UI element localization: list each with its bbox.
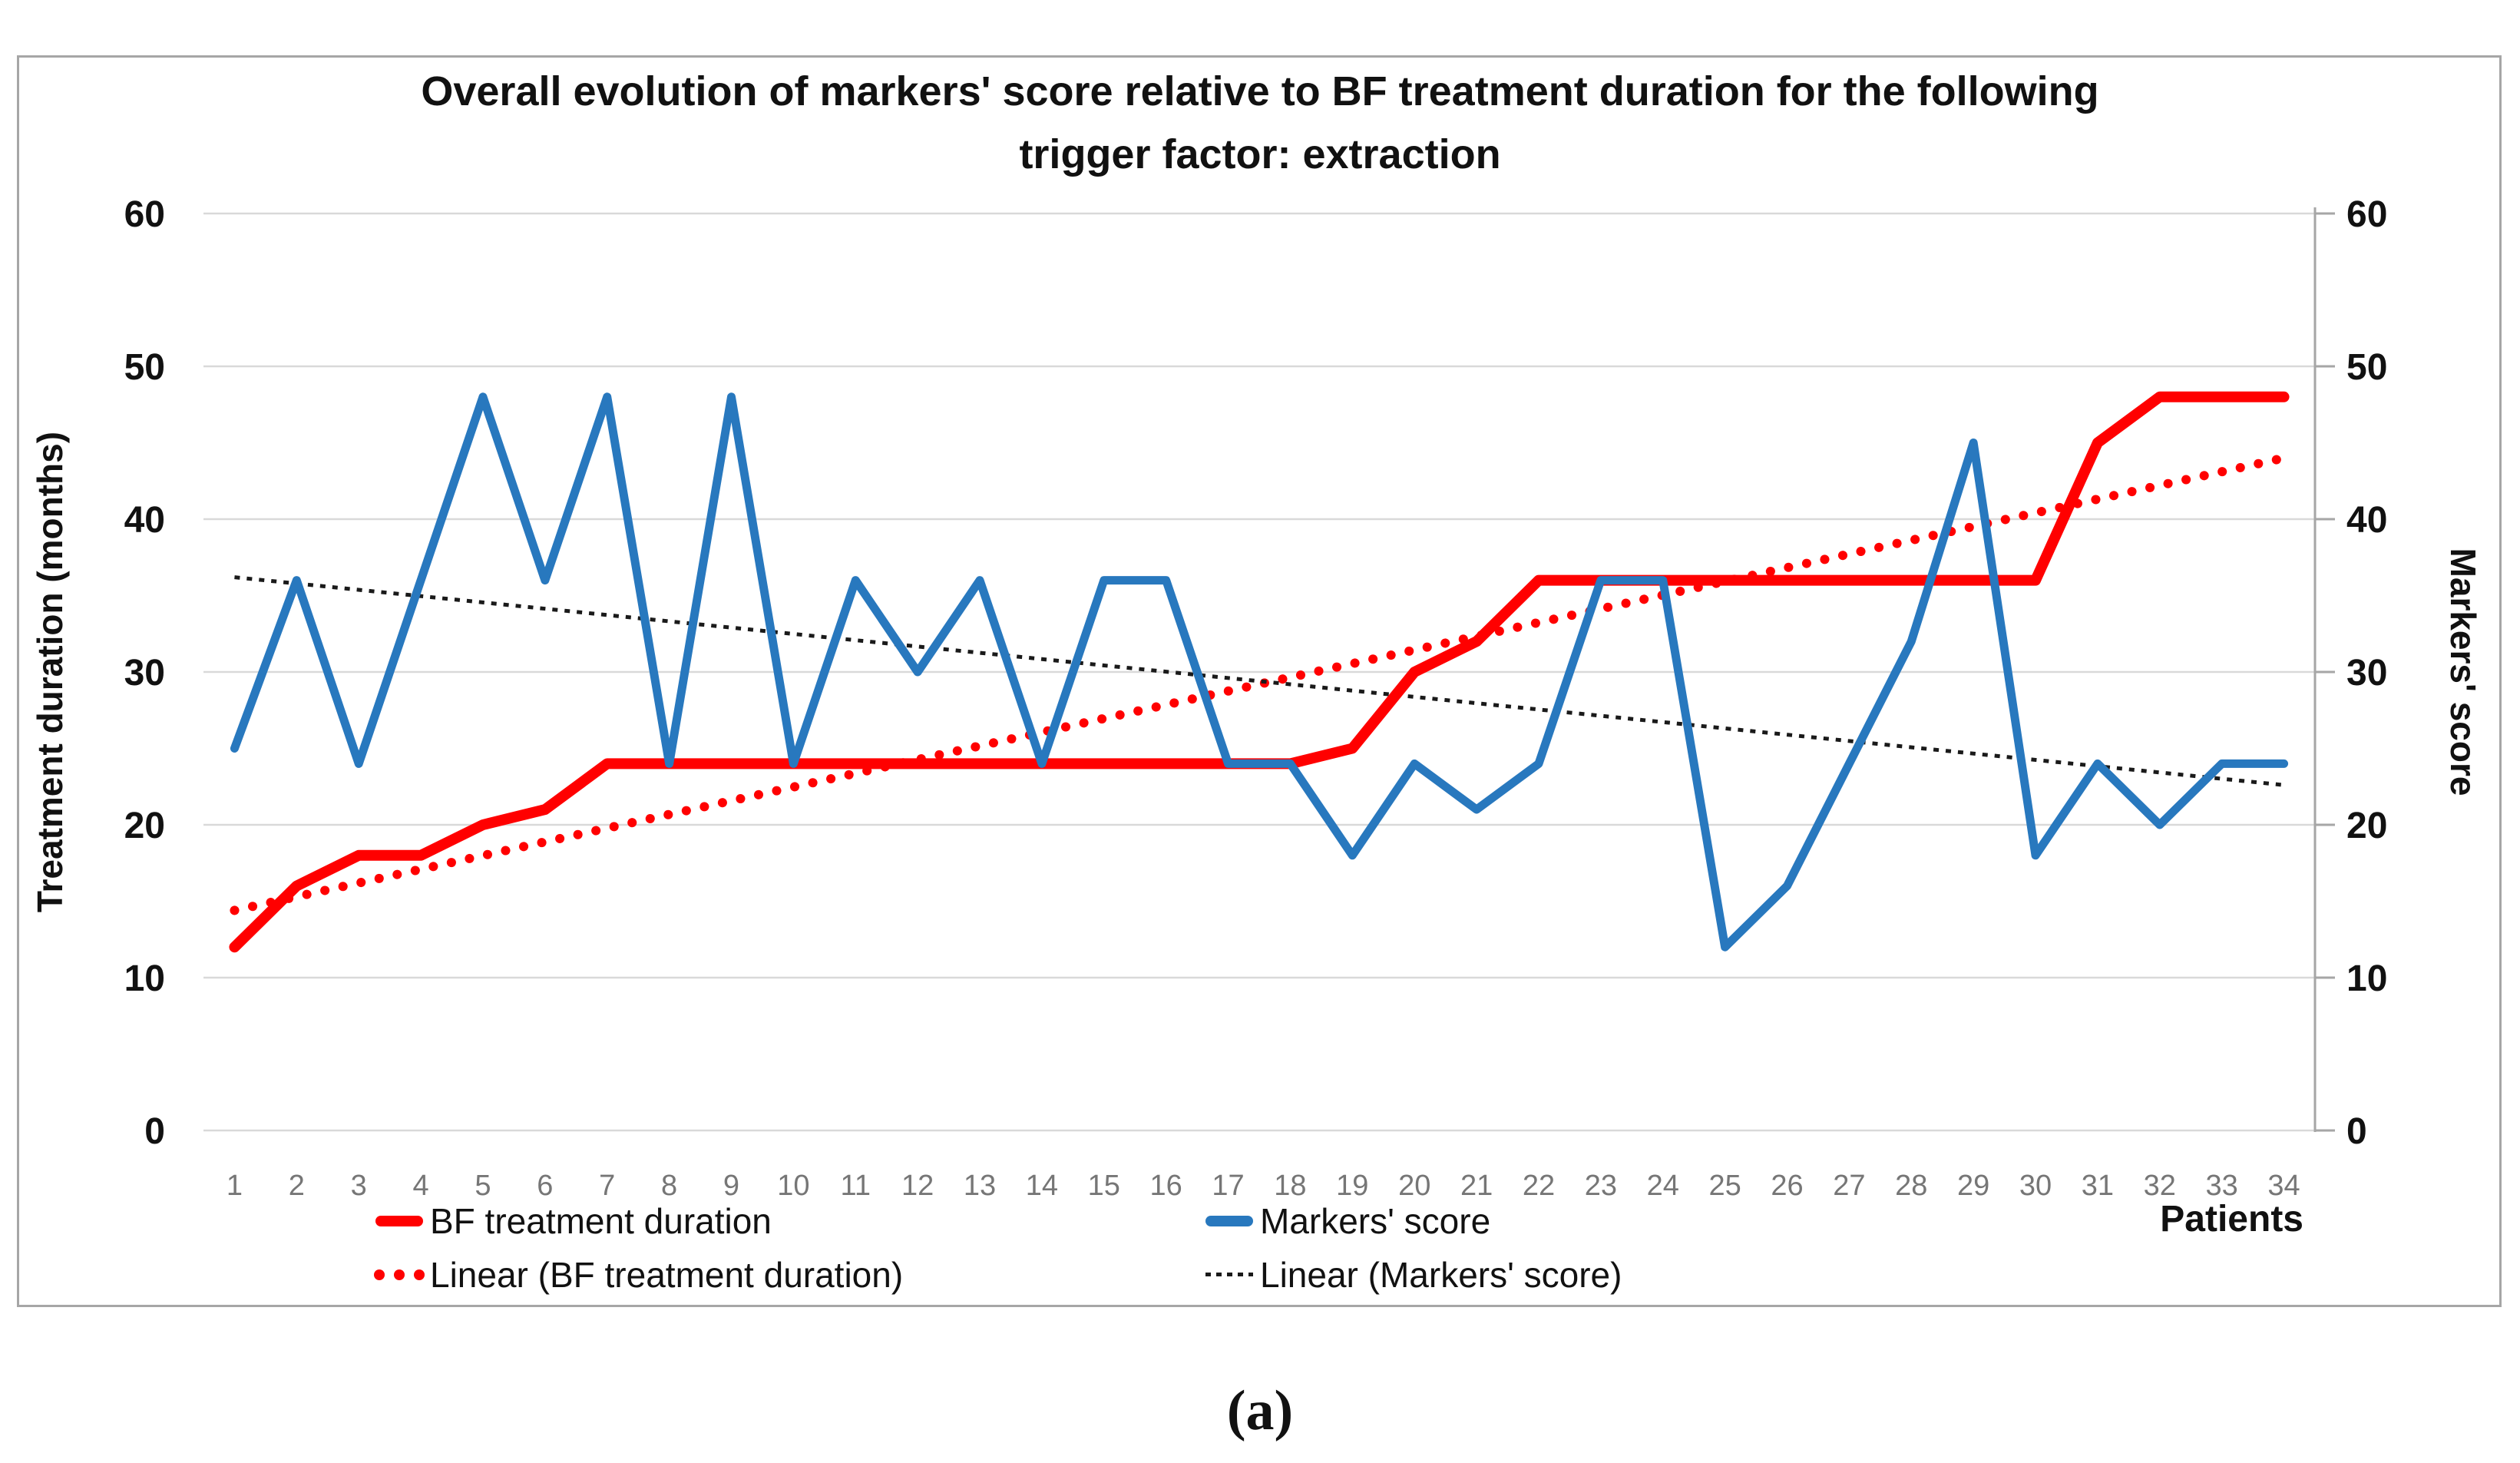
right-y-tick-label-20: 20 [2346, 806, 2387, 846]
x-tick-label-31: 31 [2082, 1170, 2114, 1202]
legend-label-bf-treatment: BF treatment duration [430, 1201, 772, 1241]
x-tick-label-33: 33 [2206, 1170, 2238, 1202]
trendline-markers [234, 575, 2284, 787]
x-tick-label-8: 8 [661, 1170, 677, 1202]
x-tick-label-1: 1 [227, 1170, 243, 1202]
right-y-tick-label-30: 30 [2346, 653, 2387, 693]
x-tick-label-32: 32 [2144, 1170, 2176, 1202]
series-line-markers-score [230, 392, 2289, 952]
x-tick-label-9: 9 [723, 1170, 739, 1202]
x-tick-label-17: 17 [1212, 1170, 1244, 1202]
left-y-tick-label-10: 10 [124, 958, 165, 999]
x-tick-label-11: 11 [841, 1170, 871, 1202]
left-y-tick-label-0: 0 [144, 1111, 165, 1152]
left-y-tick-label-40: 40 [124, 500, 165, 541]
chart-title-line-1: Overall evolution of markers' score rela… [421, 68, 2099, 114]
x-tick-label-7: 7 [599, 1170, 615, 1202]
x-tick-label-18: 18 [1274, 1170, 1306, 1202]
x-tick-label-23: 23 [1585, 1170, 1617, 1202]
right-y-tick-label-50: 50 [2346, 347, 2387, 388]
x-tick-label-6: 6 [537, 1170, 553, 1202]
x-tick-label-20: 20 [1398, 1170, 1430, 1202]
right-y-tick-label-40: 40 [2346, 500, 2387, 541]
right-axis-title: Markers' score [2443, 548, 2483, 796]
x-tick-label-13: 13 [964, 1170, 996, 1202]
left-axis-title: Treatment duration (months) [30, 431, 70, 913]
legend-label-markers-score: Markers' score [1260, 1201, 1491, 1241]
x-tick-label-12: 12 [901, 1170, 934, 1202]
legend-label-linear-markers: Linear (Markers' score) [1260, 1255, 1622, 1295]
chart-title-line-2: trigger factor: extraction [1019, 131, 1501, 177]
right-y-tick-label-0: 0 [2346, 1111, 2367, 1152]
legend-swatch-markers-score [1205, 1216, 1253, 1226]
left-y-tick-label-60: 60 [124, 194, 165, 235]
x-tick-label-24: 24 [1647, 1170, 1679, 1202]
legend-swatch-linear-bf [374, 1269, 425, 1280]
right-y-tick-label-10: 10 [2346, 958, 2387, 999]
x-tick-label-19: 19 [1336, 1170, 1368, 1202]
x-tick-label-22: 22 [1523, 1170, 1555, 1202]
left-y-tick-label-20: 20 [124, 806, 165, 846]
chart-frame [17, 55, 2502, 1307]
x-tick-label-29: 29 [1957, 1170, 1989, 1202]
x-tick-label-4: 4 [413, 1170, 429, 1202]
x-tick-label-26: 26 [1771, 1170, 1803, 1202]
left-y-tick-label-30: 30 [124, 653, 165, 693]
legend-label-linear-bf: Linear (BF treatment duration) [430, 1255, 904, 1295]
right-y-tick-label-60: 60 [2346, 194, 2387, 235]
x-tick-label-14: 14 [1026, 1170, 1058, 1202]
x-tick-label-25: 25 [1708, 1170, 1741, 1202]
x-tick-label-28: 28 [1895, 1170, 1927, 1202]
x-axis-title: Patients [2160, 1199, 2303, 1240]
x-tick-label-16: 16 [1150, 1170, 1182, 1202]
x-tick-label-2: 2 [289, 1170, 305, 1202]
legend-swatch-linear-markers [1205, 1273, 1253, 1276]
legend-swatch-bf-treatment [375, 1216, 423, 1226]
x-tick-label-34: 34 [2267, 1170, 2300, 1202]
left-y-tick-label-50: 50 [124, 347, 165, 388]
x-tick-label-21: 21 [1460, 1170, 1493, 1202]
x-tick-label-15: 15 [1088, 1170, 1120, 1202]
x-tick-label-3: 3 [351, 1170, 367, 1202]
x-tick-label-30: 30 [2019, 1170, 2052, 1202]
x-tick-label-10: 10 [777, 1170, 809, 1202]
x-tick-label-5: 5 [475, 1170, 491, 1202]
figure-caption: (a) [1226, 1379, 1294, 1442]
x-tick-label-27: 27 [1833, 1170, 1865, 1202]
trendline-bf [230, 453, 2289, 915]
